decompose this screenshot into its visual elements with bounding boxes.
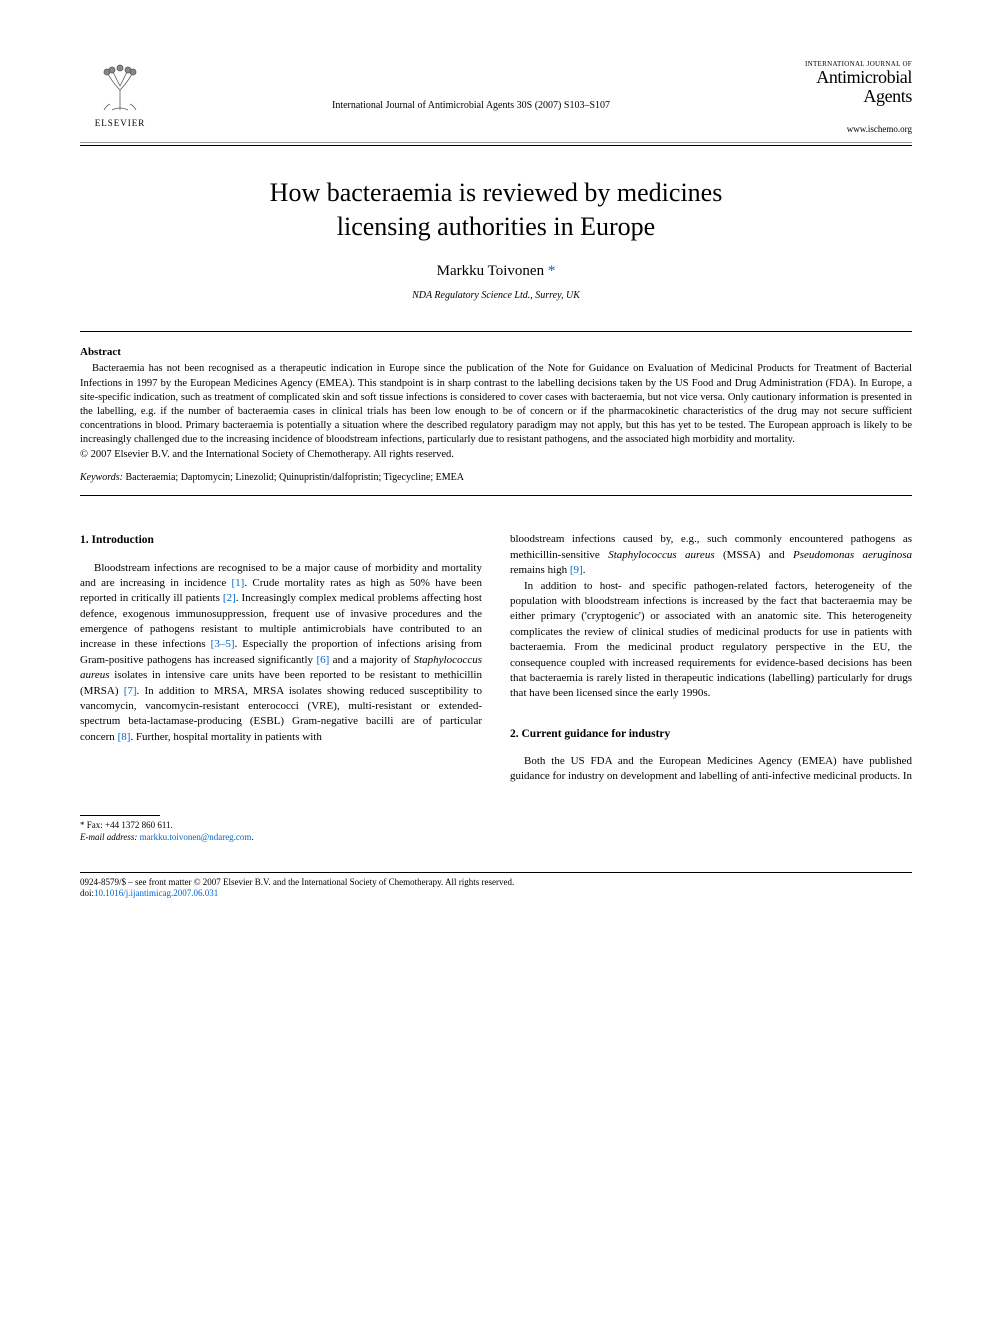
intro-continuation: bloodstream infections caused by, e.g., … <box>510 532 912 578</box>
journal-reference: International Journal of Antimicrobial A… <box>160 60 782 111</box>
elsevier-logo: ELSEVIER <box>80 60 160 128</box>
journal-logo-box: INTERNATIONAL JOURNAL OF Antimicrobial A… <box>782 60 912 134</box>
abstract-text: Bacteraemia has not been recognised as a… <box>80 362 912 447</box>
corresponding-star[interactable]: * <box>548 263 556 279</box>
header-rule-2 <box>80 145 912 146</box>
title-line1: How bacteraemia is reviewed by medicines <box>270 178 723 207</box>
section-2-heading: 2. Current guidance for industry <box>510 726 912 742</box>
footnote-email-label: E-mail address: <box>80 832 137 842</box>
section-2-paragraph: Both the US FDA and the European Medicin… <box>510 754 912 785</box>
elsevier-tree-icon <box>92 60 148 116</box>
abstract-copyright: © 2007 Elsevier B.V. and the Internation… <box>80 449 912 460</box>
footer-copyright: 0924-8579/$ – see front matter © 2007 El… <box>80 877 912 889</box>
keywords-text: Bacteraemia; Daptomycin; Linezolid; Quin… <box>123 472 464 483</box>
footer: 0924-8579/$ – see front matter © 2007 El… <box>80 877 912 900</box>
journal-logo-line2: Agents <box>782 87 912 106</box>
intro-paragraph-2: In addition to host- and specific pathog… <box>510 579 912 702</box>
ref-8[interactable]: [8] <box>118 731 131 743</box>
keywords-line: Keywords: Bacteraemia; Daptomycin; Linez… <box>80 472 912 483</box>
abstract-section: Abstract Bacteraemia has not been recogn… <box>80 331 912 496</box>
intro-paragraph: Bloodstream infections are recognised to… <box>80 561 482 746</box>
pseudomonas: Pseudomonas aeruginosa <box>793 549 912 561</box>
ref-2[interactable]: [2] <box>223 592 236 604</box>
staph-aureus-2: Staphylococcus aureus <box>608 549 714 561</box>
t2d: . <box>583 564 586 576</box>
footnote-email-line: E-mail address: markku.toivonen@ndareg.c… <box>80 832 482 844</box>
t1e: and a majority of <box>329 654 413 666</box>
footer-doi-line: doi:10.1016/j.ijantimicag.2007.06.031 <box>80 888 912 900</box>
header-row: ELSEVIER International Journal of Antimi… <box>80 60 912 134</box>
title-line2: licensing authorities in Europe <box>337 212 655 241</box>
ref-7[interactable]: [7] <box>124 685 137 697</box>
footer-doi-label: doi: <box>80 888 94 898</box>
header-rule-1 <box>80 142 912 143</box>
t2c: remains high <box>510 564 570 576</box>
t2b: (MSSA) and <box>715 549 793 561</box>
ref-3-5[interactable]: [3–5] <box>211 638 235 650</box>
footer-rule <box>80 872 912 873</box>
section-1-heading: 1. Introduction <box>80 532 482 548</box>
author-name: Markku Toivonen <box>437 263 544 279</box>
journal-logo-line1: Antimicrobial <box>782 68 912 87</box>
affiliation: NDA Regulatory Science Ltd., Surrey, UK <box>80 290 912 301</box>
footer-doi[interactable]: 10.1016/j.ijantimicag.2007.06.031 <box>94 888 218 898</box>
ref-6[interactable]: [6] <box>316 654 329 666</box>
footnote-email[interactable]: markku.toivonen@ndareg.com <box>140 832 252 842</box>
corresponding-footnote: * Fax: +44 1372 860 611. E-mail address:… <box>80 820 482 843</box>
ref-1[interactable]: [1] <box>232 577 245 589</box>
abstract-heading: Abstract <box>80 346 912 358</box>
ref-9[interactable]: [9] <box>570 564 583 576</box>
left-column: 1. Introduction Bloodstream infections a… <box>80 532 482 843</box>
journal-url[interactable]: www.ischemo.org <box>782 124 912 134</box>
body-columns: 1. Introduction Bloodstream infections a… <box>80 532 912 843</box>
keywords-label: Keywords: <box>80 472 123 483</box>
article-title: How bacteraemia is reviewed by medicines… <box>120 176 872 244</box>
right-column: bloodstream infections caused by, e.g., … <box>510 532 912 843</box>
t1h: . Further, hospital mortality in patient… <box>130 731 321 743</box>
footnote-email-suffix: . <box>251 832 253 842</box>
footnote-rule <box>80 815 160 816</box>
footnote-fax: * Fax: +44 1372 860 611. <box>80 820 482 832</box>
author-line: Markku Toivonen * <box>80 263 912 280</box>
elsevier-label: ELSEVIER <box>95 118 146 128</box>
